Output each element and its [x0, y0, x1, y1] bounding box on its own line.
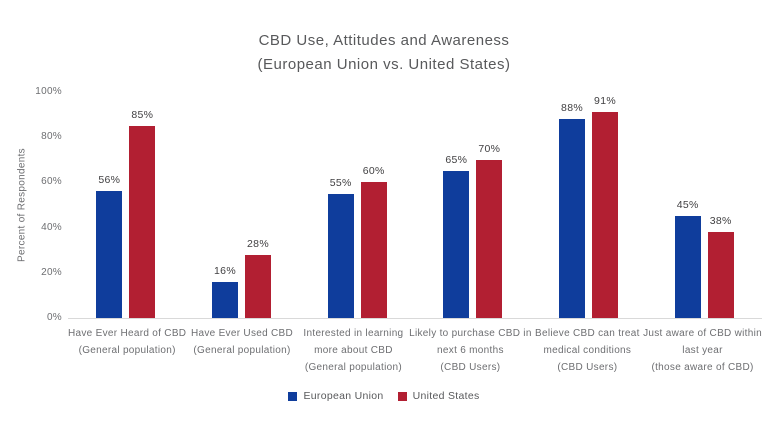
y-tick-label: 80%: [41, 131, 62, 143]
bar-united-states: 38%: [707, 215, 734, 318]
bar-united-states: 60%: [360, 165, 387, 318]
chart-title: CBD Use, Attitudes and Awareness: [258, 32, 510, 49]
bar-european-union: 55%: [327, 177, 354, 318]
category-labels: Have Ever Heard of CBD (General populati…: [68, 325, 762, 376]
bar-value-label: 70%: [478, 142, 501, 155]
bar-value-label: 91%: [594, 95, 616, 108]
bar-value-label: 16%: [214, 264, 236, 277]
plot-area: 56% 85% 16% 28% 55% 60% 65% 70% 88% 91% 45% 38% 0% 2…: [35, 86, 762, 323]
y-tick-label: 0%: [46, 312, 62, 323]
bar-group: 45% 38%: [646, 92, 762, 318]
category-label: Interested in learning more about CBD (G…: [303, 328, 404, 373]
legend-label: United States: [412, 390, 480, 402]
bar-value-label: 38%: [709, 215, 732, 228]
bar-value-label: 60%: [362, 165, 385, 178]
legend-label: European Union: [303, 390, 384, 402]
bar-value-label: 28%: [247, 237, 269, 250]
category-label: Have Ever Heard of CBD (General populati…: [68, 328, 187, 356]
category-label: Likely to purchase CBD in next 6 months …: [409, 328, 532, 373]
category-label: Have Ever Used CBD (General population): [190, 328, 294, 356]
y-tick-label: 100%: [35, 86, 62, 97]
bar-value-label: 65%: [445, 154, 468, 167]
y-tick-label: 60%: [41, 176, 62, 188]
bar-value-label: 55%: [329, 176, 352, 189]
legend-item: European Union: [288, 390, 383, 402]
legend-item: United States: [397, 390, 480, 402]
bar-group: 56% 85%: [68, 92, 184, 318]
bar-groups: 56% 85% 16% 28% 55% 60% 65% 70% 88% 91% 45% 38%: [68, 92, 762, 318]
y-tick-label: 40%: [41, 221, 62, 233]
chart-title-block: CBD Use, Attitudes and Awareness (Europe…: [0, 29, 768, 77]
bar-group: 65% 70%: [415, 92, 531, 318]
bar-value-label: 88%: [561, 102, 583, 115]
legend: European Union United States: [0, 390, 768, 402]
bar-european-union: 16%: [212, 265, 238, 318]
bar-united-states: 91%: [592, 95, 619, 318]
bar-european-union: 56%: [96, 174, 123, 318]
bar-group: 16% 28%: [184, 92, 300, 318]
bar-united-states: 28%: [245, 238, 271, 318]
chart-subtitle: (European Union vs. United States): [257, 56, 511, 73]
bar-group: 88% 91%: [531, 92, 647, 318]
y-axis-title: Percent of Respondents: [16, 148, 28, 262]
y-tick-label: 20%: [41, 266, 62, 278]
bar-value-label: 56%: [98, 174, 121, 187]
category-label: Believe CBD can treat medical conditions…: [535, 328, 640, 373]
bar-united-states: 70%: [476, 143, 503, 318]
legend-swatch-icon: [397, 391, 407, 401]
bar-united-states: 85%: [129, 109, 156, 318]
bar-value-label: 85%: [131, 108, 154, 121]
bar-european-union: 45%: [674, 199, 701, 318]
bar-european-union: 65%: [443, 154, 470, 318]
bar-value-label: 45%: [676, 199, 699, 212]
bar-european-union: 88%: [559, 102, 586, 318]
legend-swatch-icon: [288, 391, 298, 401]
category-label: Just aware of CBD within last year (thos…: [643, 328, 763, 373]
bar-group: 55% 60%: [299, 92, 415, 318]
